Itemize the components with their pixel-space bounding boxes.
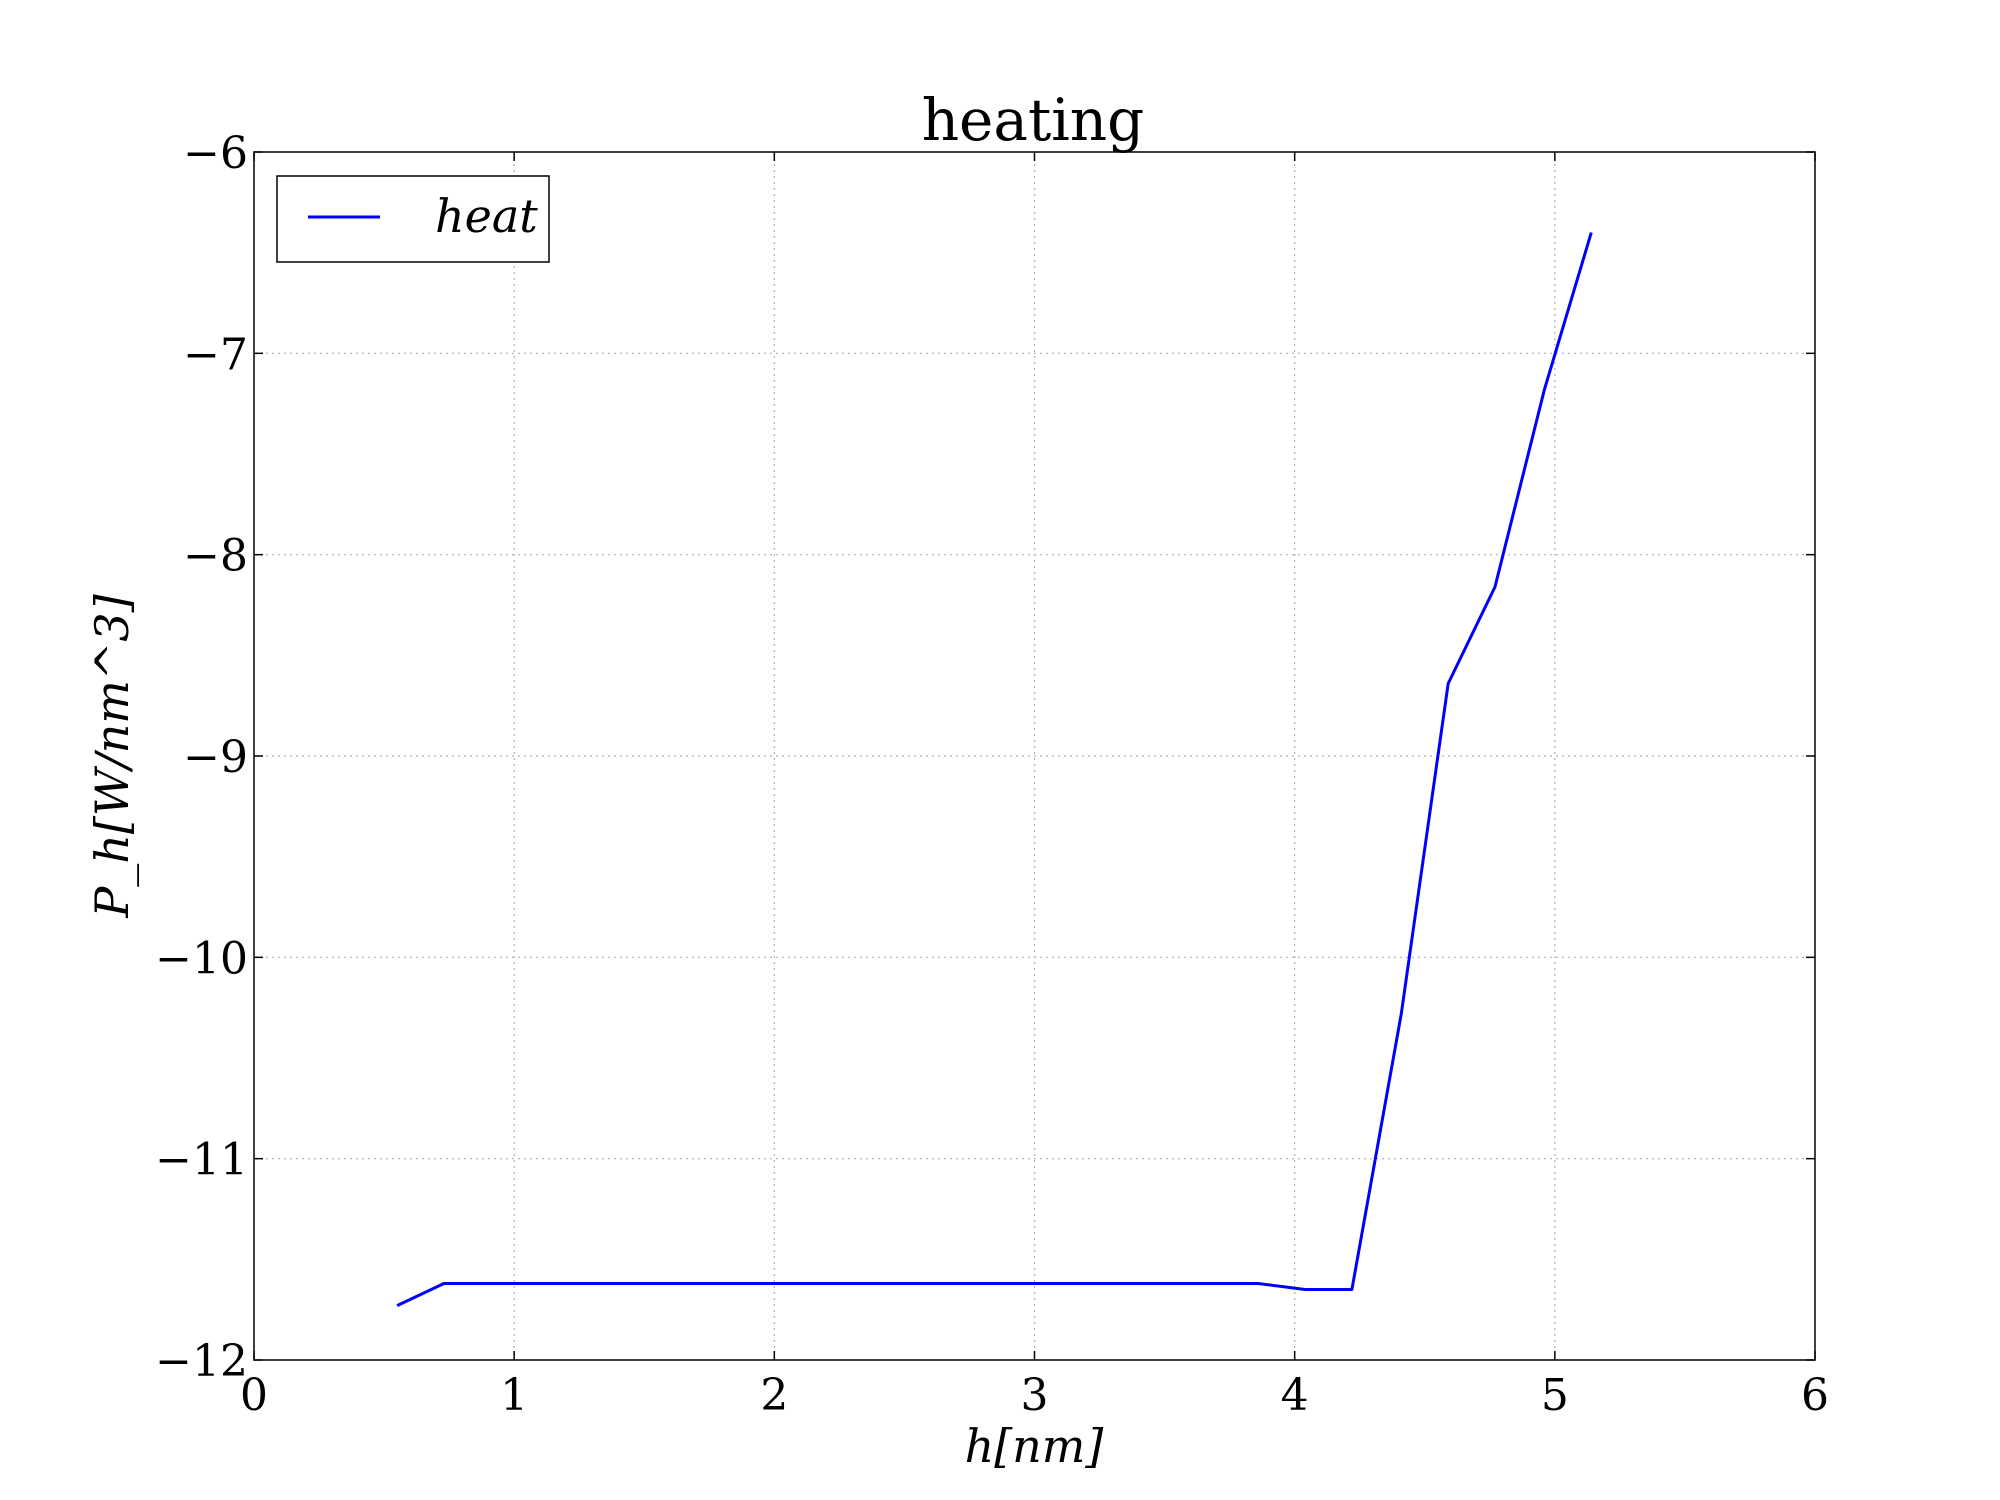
x-tick-label: 0	[240, 1370, 268, 1421]
x-tick-label: 6	[1801, 1370, 1829, 1421]
y-tick-label: −9	[183, 732, 248, 783]
y-tick-label: −7	[183, 329, 248, 380]
x-tick-labels: 0 1 2 3 4 5 6	[240, 1370, 1829, 1421]
x-tick-label: 4	[1281, 1370, 1309, 1421]
y-tick-label: −12	[155, 1336, 248, 1387]
y-tick-label: −10	[155, 933, 248, 984]
legend-box	[276, 175, 550, 263]
chart-title: heating	[922, 86, 1145, 154]
series-line-heat	[396, 232, 1593, 1307]
plot-frame	[253, 151, 1816, 1361]
y-axis-label: P_h[W/nm^3]	[85, 594, 139, 918]
grid-lines	[254, 152, 1815, 1360]
y-tick-label: −8	[183, 531, 248, 582]
x-tick-label: 3	[1021, 1370, 1049, 1421]
series-layer	[396, 232, 1593, 1307]
x-axis-label: h[nm]	[965, 1419, 1104, 1473]
y-tick-label: −6	[183, 128, 248, 179]
y-tick-label: −11	[155, 1135, 248, 1186]
legend-label-heat: heat	[435, 189, 538, 243]
x-tick-label: 5	[1541, 1370, 1569, 1421]
legend: heat	[276, 175, 550, 263]
x-tick-label: 1	[500, 1370, 528, 1421]
x-tick-label: 2	[760, 1370, 788, 1421]
y-tick-labels: −12 −11 −10 −9 −8 −7 −6	[155, 128, 248, 1387]
